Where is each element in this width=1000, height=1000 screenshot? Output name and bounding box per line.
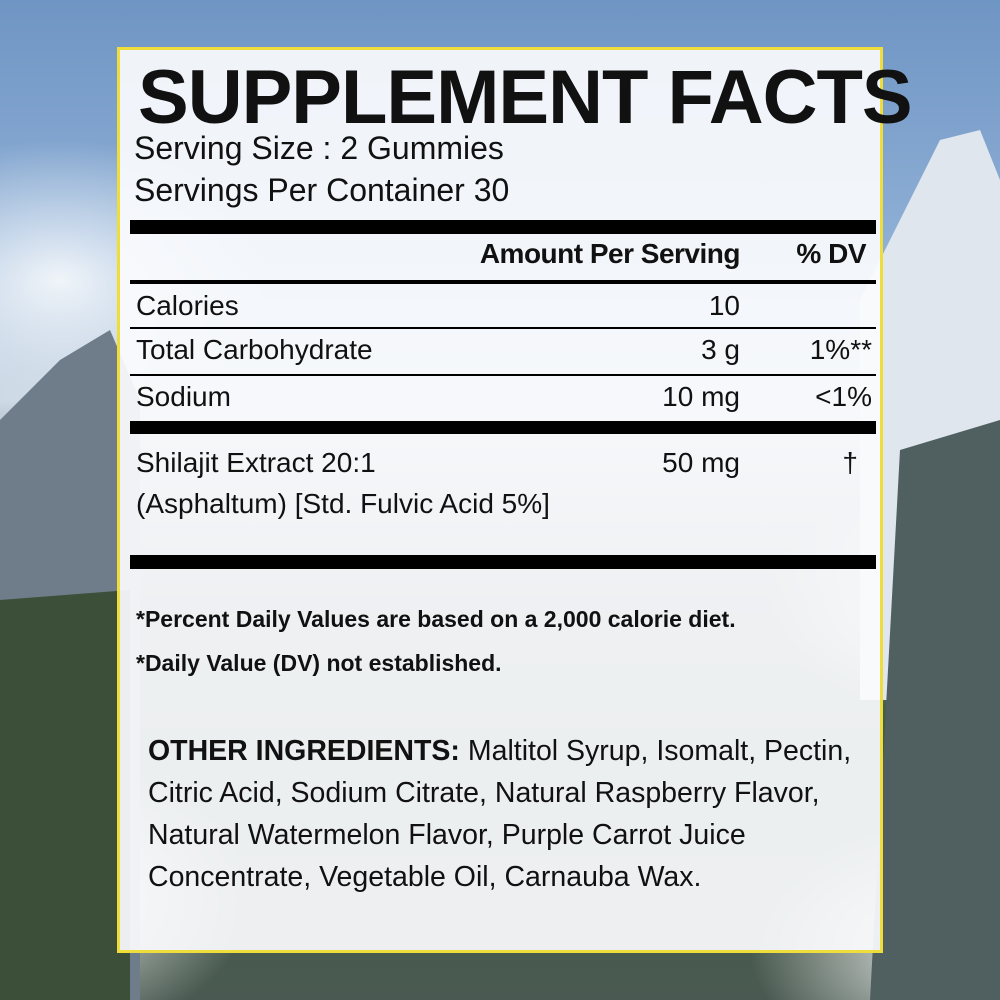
nutrient-dv: 1%** <box>809 334 872 365</box>
supplement-facts-panel: SUPPLEMENT FACTS Serving Size : 2 Gummie… <box>117 47 913 953</box>
divider-thick <box>130 555 876 569</box>
divider-thick <box>130 421 876 434</box>
header-amount: Amount Per Serving <box>479 238 741 269</box>
other-ingredients: OTHER INGREDIENTS: Maltitol Syrup, Isoma… <box>148 730 868 898</box>
nutrient-amount: 10 mg <box>662 381 740 412</box>
divider-thick <box>130 220 876 234</box>
nutrient-amount: 3 g <box>701 334 740 365</box>
nutrient-name: Sodium <box>136 381 231 412</box>
other-ingredients-text: Maltitol Syrup, Isomalt, Pectin, Citric … <box>148 735 852 893</box>
footnote-dv: *Percent Daily Values are based on a 2,0… <box>136 606 736 632</box>
header-dv: % DV <box>796 238 866 269</box>
other-ingredients-label: OTHER INGREDIENTS: <box>148 735 460 767</box>
divider-thin <box>130 374 876 376</box>
extract-dv: † <box>842 447 858 478</box>
nutrient-name: Calories <box>136 290 239 321</box>
nutrient-name: Total Carbohydrate <box>136 334 373 365</box>
extract-name-line1: Shilajit Extract 20:1 <box>136 447 376 478</box>
serving-size: Serving Size : 2 Gummies <box>134 130 504 166</box>
divider-thin <box>130 327 876 329</box>
extract-amount: 50 mg <box>662 447 740 478</box>
extract-name-line2: (Asphaltum) [Std. Fulvic Acid 5%] <box>136 488 550 519</box>
divider-medium <box>130 280 876 284</box>
footnote-not-established: *Daily Value (DV) not established. <box>136 650 502 676</box>
nutrient-dv: <1% <box>815 381 872 412</box>
servings-per-container: Servings Per Container 30 <box>134 172 510 208</box>
nutrient-amount: 10 <box>708 290 740 321</box>
title: SUPPLEMENT FACTS <box>138 55 913 140</box>
